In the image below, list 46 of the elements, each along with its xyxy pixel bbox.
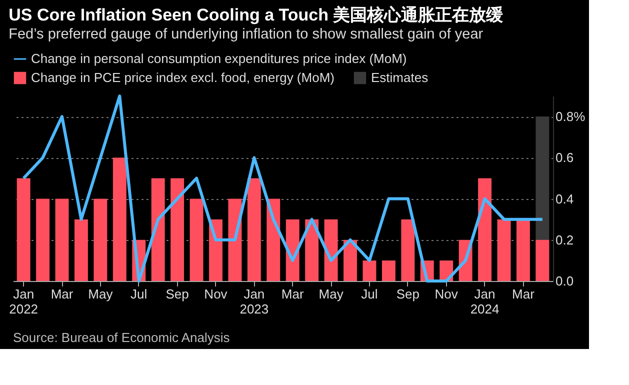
- bar: [209, 219, 222, 281]
- bar: [516, 219, 530, 281]
- bar: [536, 240, 550, 281]
- bar: [74, 219, 88, 281]
- x-tick-label: Mar: [512, 286, 536, 302]
- x-tick-label: Nov: [204, 286, 228, 302]
- bar: [497, 219, 511, 281]
- x-tick-label: Jan 2023: [240, 286, 269, 316]
- x-tick-label: Jan 2024: [470, 286, 500, 316]
- bar: [170, 178, 184, 281]
- bar: [16, 178, 30, 281]
- bar: [94, 198, 108, 281]
- y-tick-label: 0.0: [556, 274, 574, 288]
- x-tick-label: Nov: [434, 286, 458, 302]
- legend-label: Change in personal consumption expenditures price index (MoM): [31, 51, 407, 66]
- y-tick-label: 0.2: [556, 232, 574, 248]
- legend-label: Change in PCE price index excl. food, energy (MoM): [31, 70, 334, 85]
- bar: [478, 178, 492, 281]
- bar: [112, 158, 126, 281]
- line-series: [22, 94, 544, 282]
- x-tick-label: Sep: [396, 286, 420, 302]
- x-tick-label: May: [318, 286, 344, 302]
- x-tick-label: Mar: [281, 286, 304, 302]
- bar: [344, 240, 357, 281]
- x-tick-label: Jul: [361, 286, 378, 302]
- x-tick-label: Sep: [166, 286, 189, 302]
- bar: [324, 219, 338, 281]
- source-note: Source: Bureau of Economic Analysis: [13, 330, 230, 345]
- x-tick-label: Mar: [50, 286, 74, 302]
- bar: [362, 260, 376, 281]
- y-tick-label: 0.6: [556, 150, 574, 166]
- bar: [151, 178, 165, 281]
- bar: [190, 198, 204, 281]
- y-tick-label: 0.8%: [556, 109, 586, 124]
- bar: [382, 260, 396, 281]
- chart-title: US Core Inflation Seen Cooling a Touch 美国核心通胀正在放缓: [8, 6, 504, 24]
- legend-label: Estimates: [371, 70, 429, 85]
- x-tick-label: Jul: [130, 286, 148, 302]
- chart-subtitle: Fed’s preferred gauge of underlying inflation to show smallest gain of year: [8, 26, 484, 42]
- bar: [55, 198, 69, 281]
- bar: [36, 198, 50, 281]
- bar: [401, 219, 415, 281]
- x-tick-label: May: [88, 286, 114, 302]
- bar: [247, 178, 261, 281]
- y-tick-label: 0.4: [556, 191, 574, 206]
- x-tick-label: Jan 2022: [9, 286, 38, 316]
